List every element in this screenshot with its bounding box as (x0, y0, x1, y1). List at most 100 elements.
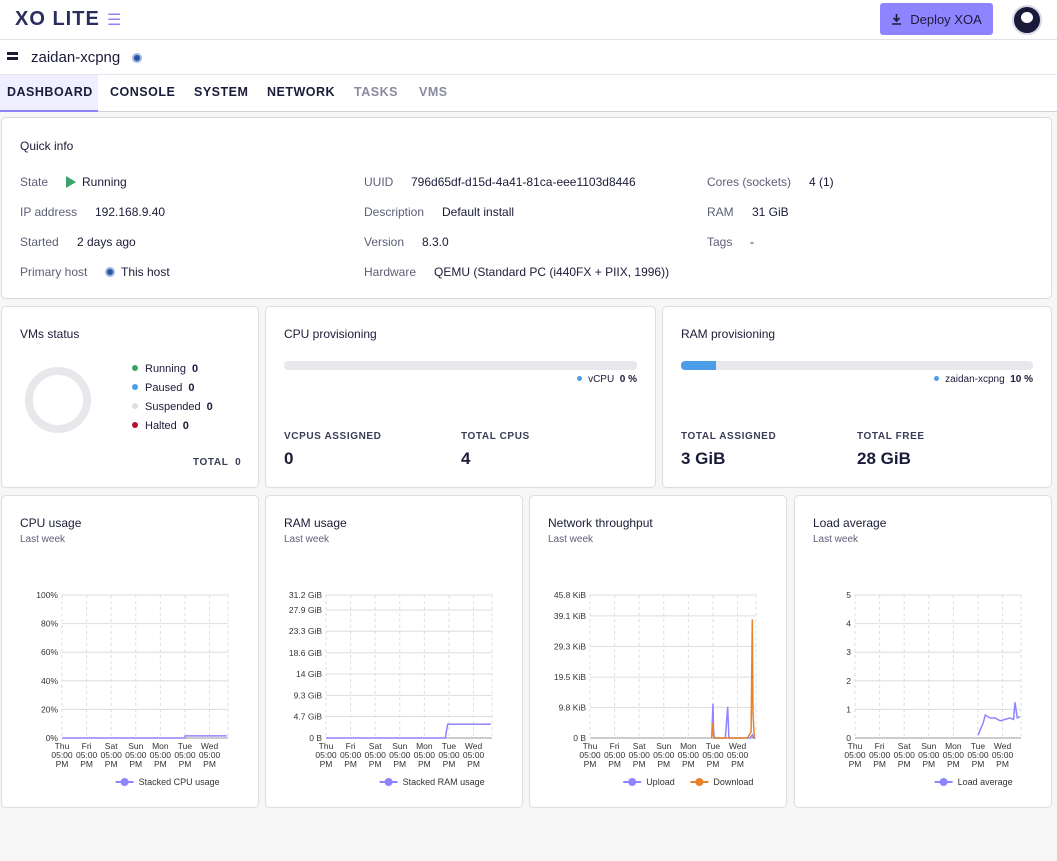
x-tick-label: PM (947, 759, 960, 769)
x-tick-label: 05:00 (869, 750, 891, 760)
started-value: 2 days ago (77, 235, 136, 249)
total-cpus-value: 4 (461, 449, 471, 468)
x-tick-label: 05:00 (340, 750, 362, 760)
state-label: State (20, 175, 49, 189)
load-average-title: Load average (813, 516, 887, 530)
primary-host-star-icon (132, 53, 142, 63)
x-tick-label: 05:00 (76, 750, 98, 760)
star-icon (105, 267, 115, 277)
x-tick-label: Thu (583, 741, 598, 751)
legend-label: Upload (646, 777, 675, 787)
vms-total: TOTAL 0 (193, 457, 242, 468)
x-tick-label: Tue (706, 741, 721, 751)
x-tick-label: 05:00 (365, 750, 387, 760)
x-tick-label: 05:00 (101, 750, 123, 760)
user-avatar[interactable] (1012, 5, 1042, 35)
x-tick-label: PM (179, 759, 192, 769)
x-tick-label: PM (898, 759, 911, 769)
y-tick-label: 5 (846, 590, 851, 600)
legend-dot-icon (695, 778, 704, 786)
x-tick-label: Tue (178, 741, 193, 751)
y-tick-label: 19.5 KiB (554, 672, 586, 682)
tab-network[interactable]: NETWORK (267, 85, 336, 99)
x-tick-label: Fri (610, 741, 620, 751)
x-tick-label: Thu (55, 741, 70, 751)
hardware-label: Hardware (364, 265, 417, 279)
vms-status-title: VMs status (20, 327, 80, 341)
y-tick-label: 23.3 GiB (289, 626, 322, 636)
vcpus-assigned-value: 0 (284, 449, 294, 468)
x-tick-label: Sun (921, 741, 936, 751)
x-tick-label: PM (369, 759, 382, 769)
ram-label: RAM (707, 205, 734, 219)
x-tick-label: PM (633, 759, 646, 769)
y-tick-label: 29.3 KiB (554, 642, 586, 652)
description-value: Default install (442, 205, 515, 219)
x-tick-label: PM (873, 759, 886, 769)
running-icon (66, 176, 76, 188)
network-throughput-card: Network throughput Last week 45.8 KiB 39.… (529, 495, 787, 808)
cores-value: 4 (1) (809, 175, 834, 189)
tab-system[interactable]: SYSTEM (194, 85, 249, 99)
x-tick-label: PM (608, 759, 621, 769)
host-header: zaidan-xcpng (0, 40, 1057, 74)
series-line-load-average (977, 702, 1021, 736)
app-logo[interactable]: XO LITE (15, 8, 100, 30)
x-tick-label: Thu (319, 741, 334, 751)
hardware-value: QEMU (Standard PC (i440FX + PIIX, 1996)) (434, 265, 670, 279)
load-average-card: Load average Last week 5 4 3 2 1 0 Thu 05:00 PM F… (794, 495, 1052, 808)
x-tick-label: PM (922, 759, 935, 769)
x-tick-label: Tue (442, 741, 457, 751)
description-label: Description (364, 205, 425, 219)
tab-tasks[interactable]: TASKS (354, 85, 398, 99)
x-tick-label: 05:00 (629, 750, 651, 760)
x-tick-label: 05:00 (992, 750, 1014, 760)
legend-dot-icon (939, 778, 948, 786)
ram-provisioning-legend: zaidan-xcpng 10 % (934, 374, 1033, 385)
tab-dashboard[interactable]: DASHBOARD (0, 75, 98, 112)
x-tick-label: 05:00 (414, 750, 436, 760)
y-tick-label: 1 (846, 704, 851, 714)
x-tick-label: Sun (392, 741, 407, 751)
legend-dot-icon (384, 778, 393, 786)
version-label: Version (364, 235, 405, 249)
tab-vms[interactable]: VMS (419, 85, 448, 99)
ram-value: 31 GiB (752, 205, 789, 219)
x-tick-label: PM (584, 759, 597, 769)
deploy-xoa-label: Deploy XOA (910, 11, 982, 27)
load-average-subtitle: Last week (813, 534, 859, 545)
x-tick-label: Sun (656, 741, 671, 751)
x-tick-label: 05:00 (894, 750, 916, 760)
halted-dot-icon (132, 422, 138, 428)
x-tick-label: Wed (729, 741, 747, 751)
series-line-download (710, 619, 756, 739)
tab-bar: DASHBOARD CONSOLE SYSTEM NETWORK TASKS V… (0, 74, 1057, 112)
legend-paused: Paused 0 (132, 382, 194, 394)
legend-label: Download (713, 777, 753, 787)
series-line-stacked-ram-usage (326, 723, 491, 739)
ram-provisioning-card: RAM provisioning zaidan-xcpng 10 % TOTAL… (662, 306, 1052, 488)
x-tick-label: PM (56, 759, 69, 769)
y-tick-label: 100% (36, 590, 58, 600)
series-line-upload (710, 703, 755, 739)
y-tick-label: 27.9 GiB (289, 605, 322, 615)
x-tick-label: PM (344, 759, 357, 769)
x-tick-label: Mon (416, 741, 433, 751)
hamburger-icon[interactable]: ☰ (107, 12, 122, 29)
series-line-stacked-cpu-usage (62, 735, 227, 739)
legend-label: Stacked CPU usage (139, 777, 220, 787)
x-tick-label: 05:00 (125, 750, 147, 760)
y-tick-label: 20% (41, 704, 58, 714)
y-tick-label: 45.8 KiB (554, 590, 586, 600)
y-tick-label: 31.2 GiB (289, 590, 322, 600)
y-tick-label: 0 (846, 733, 851, 743)
y-tick-label: 4 (846, 619, 851, 629)
x-tick-label: PM (996, 759, 1009, 769)
deploy-xoa-button[interactable]: Deploy XOA (880, 3, 993, 35)
version-value: 8.3.0 (422, 235, 449, 249)
tab-console[interactable]: CONSOLE (110, 85, 176, 99)
total-cpus-label: TOTAL CPUS (461, 431, 530, 442)
cores-label: Cores (sockets) (707, 175, 792, 189)
ram-usage-chart: 31.2 GiB 27.9 GiB 23.3 GiB 18.6 GiB 14 GiB 9.… (289, 590, 493, 787)
x-tick-label: Sat (633, 741, 646, 751)
